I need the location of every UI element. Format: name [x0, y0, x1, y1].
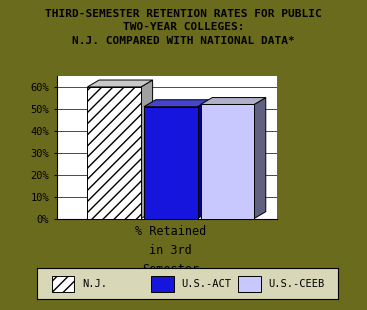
Text: U.S.-CEEB: U.S.-CEEB	[268, 279, 325, 289]
Bar	[52, 276, 74, 292]
Bar	[52, 276, 74, 292]
Polygon shape	[87, 80, 153, 87]
Bar	[87, 87, 141, 219]
Text: THIRD-SEMESTER RETENTION RATES FOR PUBLIC
TWO-YEAR COLLEGES:
N.J. COMPARED WITH : THIRD-SEMESTER RETENTION RATES FOR PUBLI…	[45, 9, 322, 46]
Polygon shape	[144, 100, 209, 107]
Polygon shape	[197, 100, 209, 219]
Polygon shape	[254, 98, 266, 219]
Text: U.S.-ACT: U.S.-ACT	[181, 279, 231, 289]
Text: N.J.: N.J.	[82, 279, 107, 289]
Bar	[144, 107, 197, 219]
Polygon shape	[141, 80, 153, 219]
Polygon shape	[201, 98, 266, 104]
Bar	[87, 87, 141, 219]
Bar	[201, 104, 254, 219]
Bar	[151, 276, 174, 292]
Bar	[238, 276, 261, 292]
